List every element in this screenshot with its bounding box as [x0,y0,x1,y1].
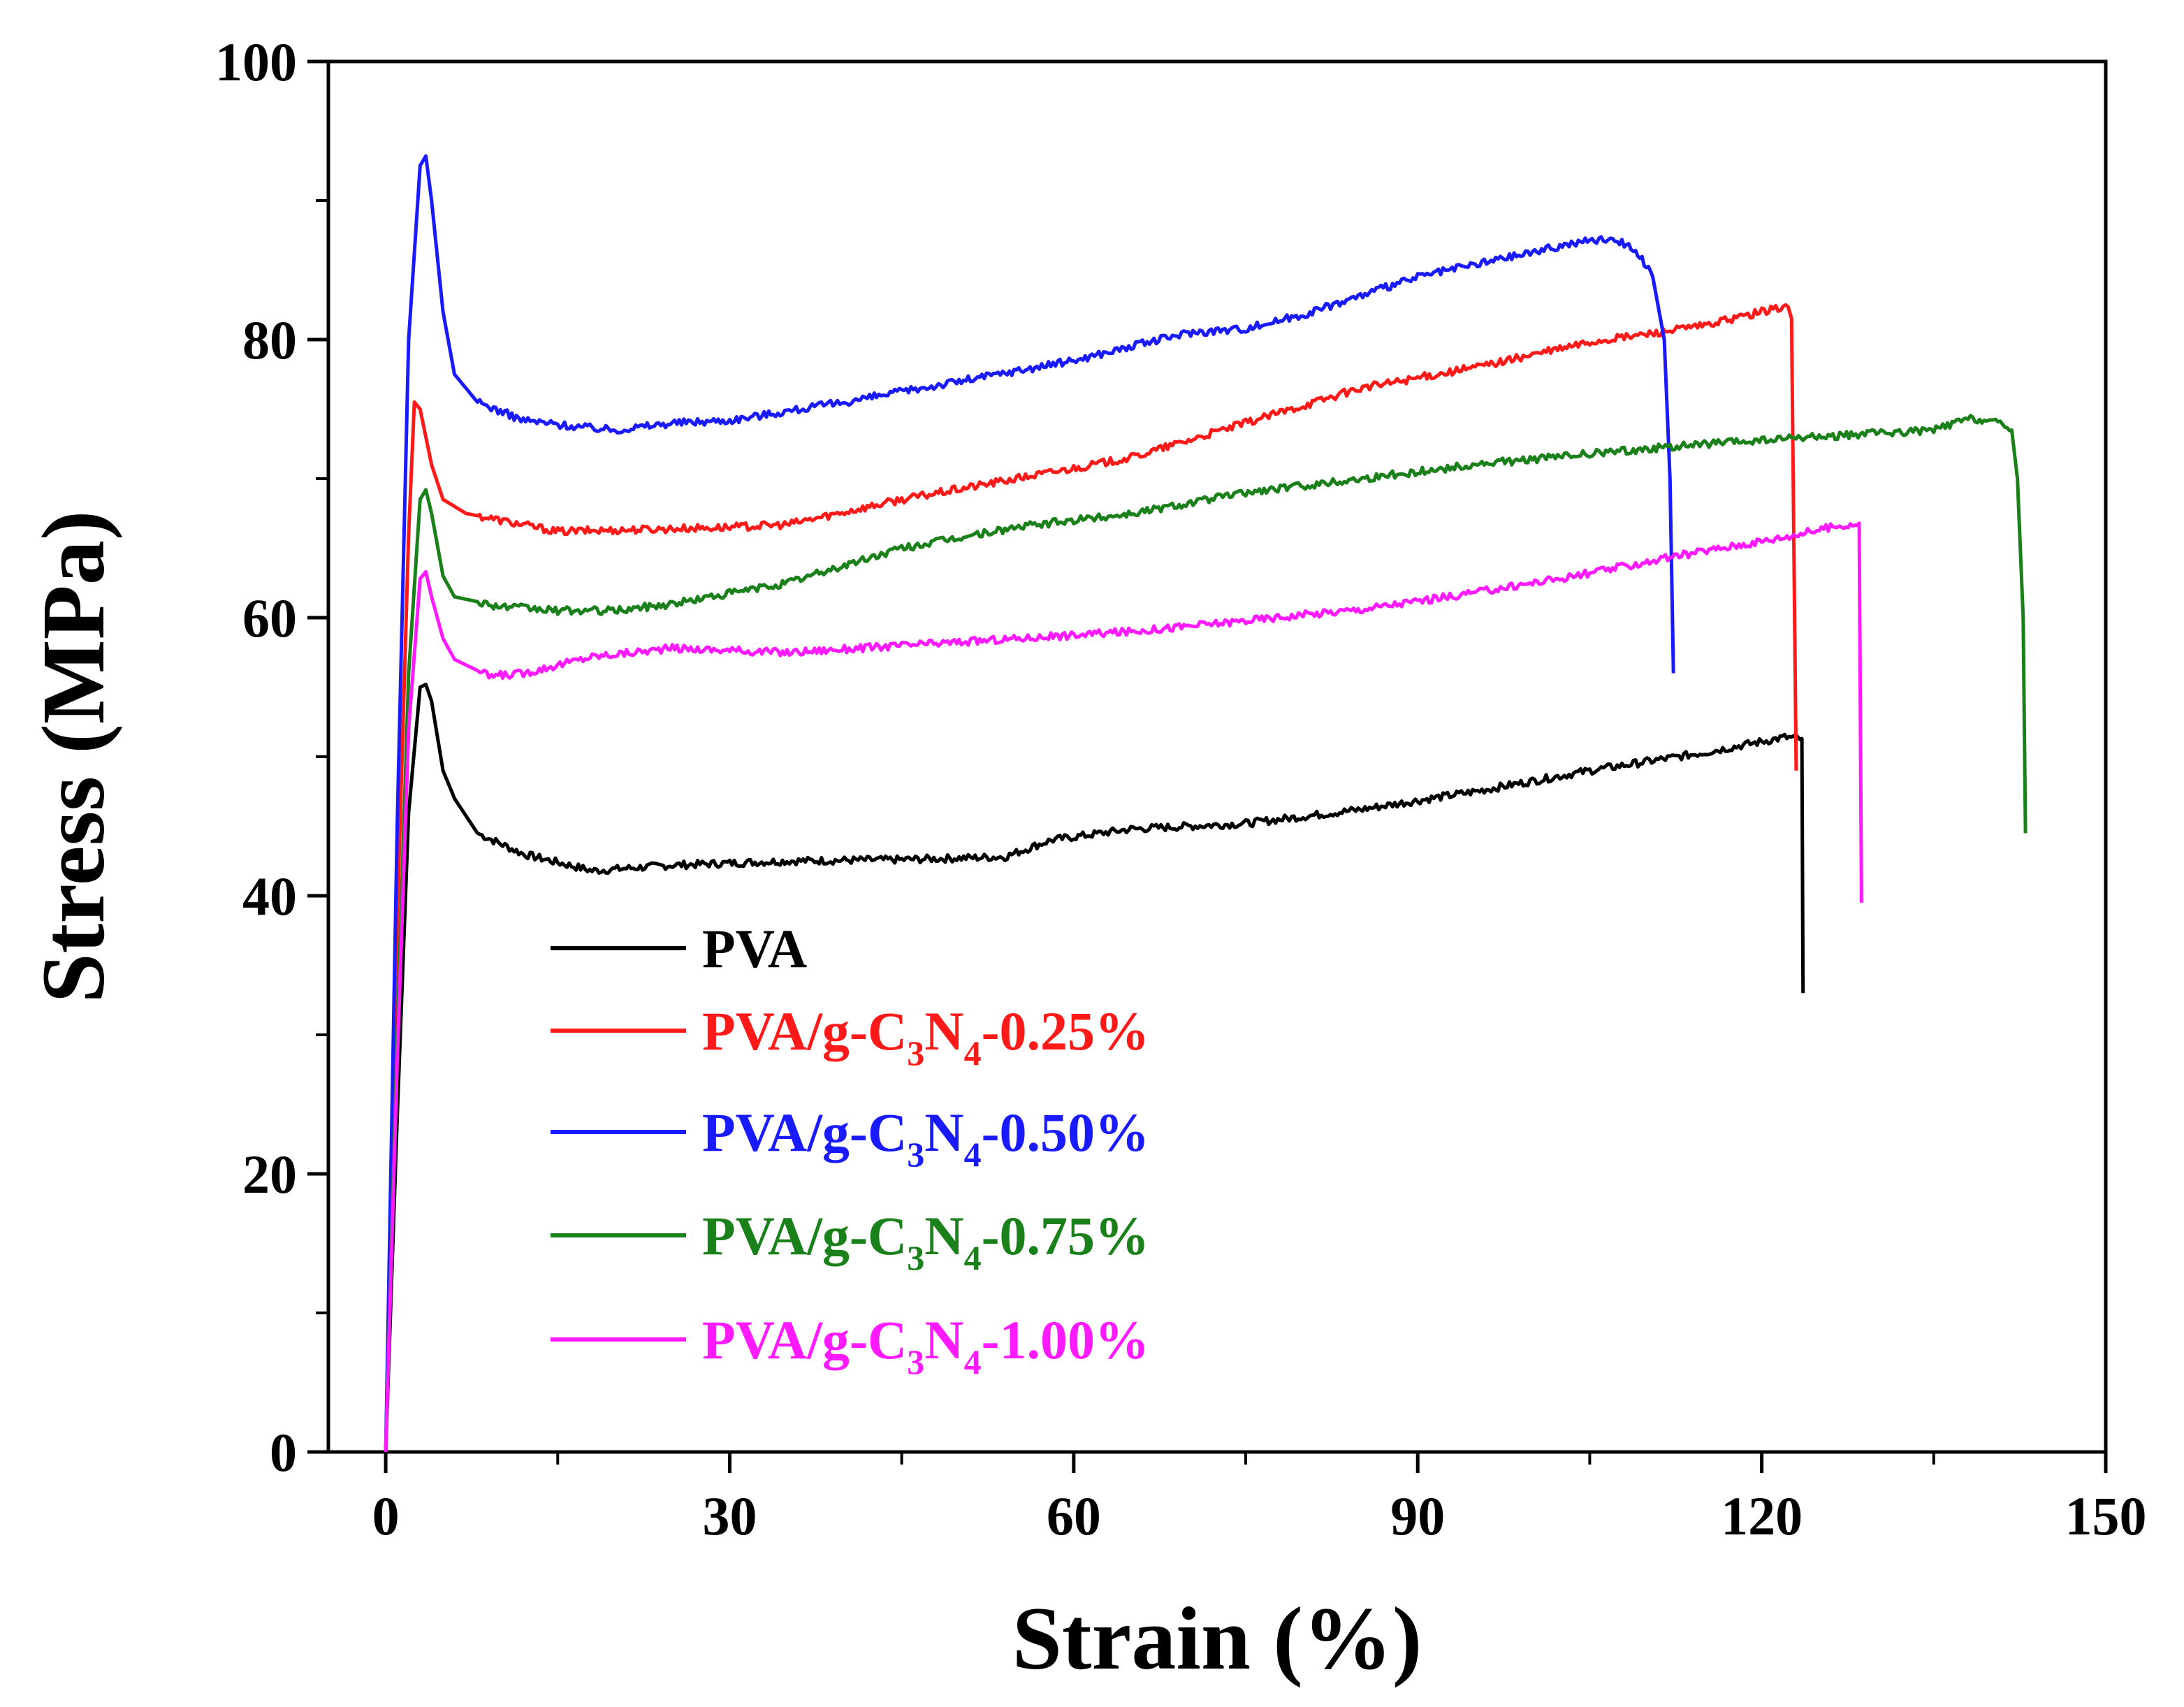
legend-label: PVA/g-C3N4-0.50% [702,1102,1149,1174]
legend-label: PVA/g-C3N4-1.00% [702,1309,1149,1381]
series-line [384,521,1863,1453]
legend: PVA PVA/g-C3N4-0.25% PVA/g-C3N4-0.50% PVA/g… [551,918,1149,1381]
series-line [384,154,1675,1453]
y-tick-label: 60 [242,588,297,648]
legend-label: PVA/g-C3N4-0.75% [702,1205,1149,1277]
legend-label: PVA/g-C3N4-0.25% [702,1001,1149,1073]
x-tick-label: 120 [1721,1486,1803,1546]
y-tick-label: 20 [242,1144,297,1205]
y-tick-label: 40 [242,866,297,927]
x-tick-label: 0 [372,1486,400,1546]
y-axis: 0 20 40 60 80 100 [215,31,328,1483]
plot-frame [326,59,2108,1454]
series-line [384,414,2028,1453]
series-lines [384,154,2028,1453]
series-line [384,683,1805,1453]
y-tick-label: 0 [270,1422,297,1483]
legend-label: PVA [702,918,807,979]
x-tick-label: 150 [2065,1486,2147,1546]
y-tick-label: 100 [215,31,297,92]
series-line [384,303,1798,1453]
x-tick-label: 60 [1047,1486,1101,1546]
x-axis-title: Strain (%) [1012,1589,1422,1688]
y-tick-label: 80 [242,310,297,370]
x-axis: 0 30 60 90 120 150 [372,1452,2147,1546]
x-tick-label: 90 [1390,1486,1445,1546]
x-tick-label: 30 [702,1486,757,1546]
y-axis-title: Stress (MPa) [24,511,123,1003]
